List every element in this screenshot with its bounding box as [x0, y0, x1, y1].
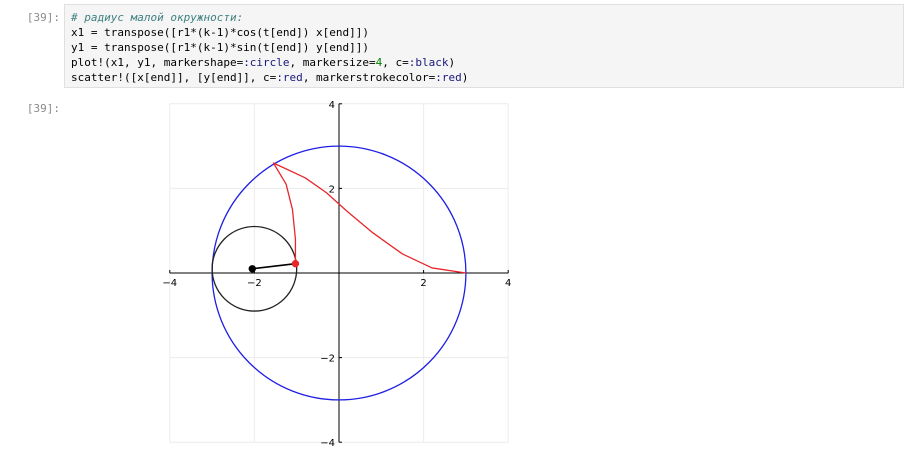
x-tick-label: 4	[505, 278, 511, 289]
code-token: x1 = transpose([r1*(k-1)*cos(t[end]) x[e…	[71, 26, 370, 39]
code-line: scatter!([x[end]], [y[end]], c=:red, mar…	[71, 70, 897, 85]
epicycloid-curve	[272, 162, 466, 274]
marker-point	[248, 265, 256, 273]
code-line: y1 = transpose([r1*(k-1)*sin(t[end]) y[e…	[71, 40, 897, 55]
code-token: scatter!([x[end]], [y[end]], c=	[71, 71, 277, 84]
small-circle	[211, 225, 298, 312]
code-token: )	[448, 56, 456, 69]
code-token: plot!(x1, y1, markershape=	[71, 56, 244, 69]
code-line: x1 = transpose([r1*(k-1)*cos(t[end]) x[e…	[71, 25, 897, 40]
code-token: 4	[375, 56, 383, 69]
code-token: , c=	[382, 56, 409, 69]
code-token: :circle	[243, 56, 290, 69]
code-token: )	[461, 71, 469, 84]
output-cell: [39]: −4 −2 2 4 −4 −2 2 4	[0, 96, 914, 454]
code-editor[interactable]: # радиус малой окружности: x1 = transpose…	[64, 4, 904, 88]
output-prompt: [39]:	[26, 102, 60, 115]
y-tick-label: −4	[320, 438, 335, 449]
code-line: plot!(x1, y1, markershape=:circle, marke…	[71, 55, 897, 70]
code-token: :red	[276, 71, 303, 84]
code-token: :black	[408, 56, 449, 69]
code-token: y1 = transpose([r1*(k-1)*sin(t[end]) y[e…	[71, 41, 370, 54]
code-line: # радиус малой окружности:	[71, 10, 897, 25]
input-cell[interactable]: [39]: # радиус малой окружности: x1 = tra…	[0, 4, 914, 90]
code-token: # радиус малой окружности:	[71, 11, 244, 24]
x-tick-label: −2	[247, 278, 262, 289]
code-token: , markerstrokecolor=	[302, 71, 436, 84]
input-prompt: [39]:	[26, 11, 60, 24]
x-tick-label: −4	[162, 278, 177, 289]
code-token: :red	[435, 71, 462, 84]
radius-segment	[252, 262, 296, 270]
plot-figure: −4 −2 2 4 −4 −2 2 4	[162, 100, 511, 449]
code-token: , markersize=	[289, 56, 376, 69]
y-tick-label: 4	[329, 100, 335, 111]
x-tick-label: 2	[420, 278, 426, 289]
marker-point	[291, 259, 300, 268]
y-tick-label: 2	[329, 184, 335, 195]
y-tick-label: −2	[320, 354, 335, 365]
